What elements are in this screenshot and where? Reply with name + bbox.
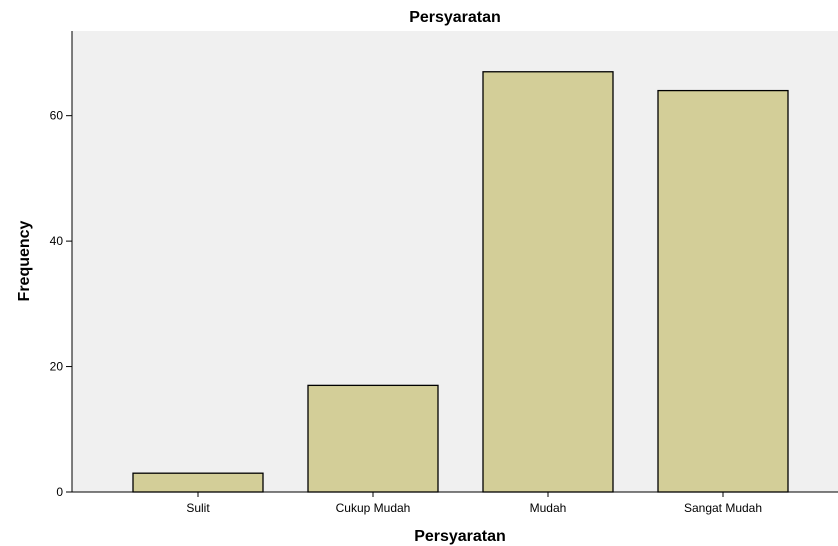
bar-sangat-mudah [657, 89, 789, 493]
bar-sulit [132, 472, 264, 493]
y-tick-label: 0 [56, 485, 63, 499]
x-tick-label: Mudah [530, 501, 567, 515]
x-axis-title: Persyaratan [414, 528, 506, 545]
y-axis-ticks: 0 20 40 60 [50, 109, 72, 499]
x-axis-ticks: Sulit Cukup Mudah Mudah Sangat Mudah [186, 492, 762, 515]
chart-title: Persyaratan [409, 9, 501, 26]
y-axis-title: Frequency [16, 220, 33, 301]
x-tick-label: Cukup Mudah [336, 501, 411, 515]
x-tick-label: Sulit [186, 501, 210, 515]
bar-cukup-mudah [307, 384, 439, 493]
bars-group [132, 71, 789, 493]
bar-mudah [482, 71, 614, 493]
y-tick-label: 20 [50, 360, 64, 374]
y-tick-label: 40 [50, 234, 64, 248]
x-tick-label: Sangat Mudah [684, 501, 762, 515]
y-tick-label: 60 [50, 109, 64, 123]
